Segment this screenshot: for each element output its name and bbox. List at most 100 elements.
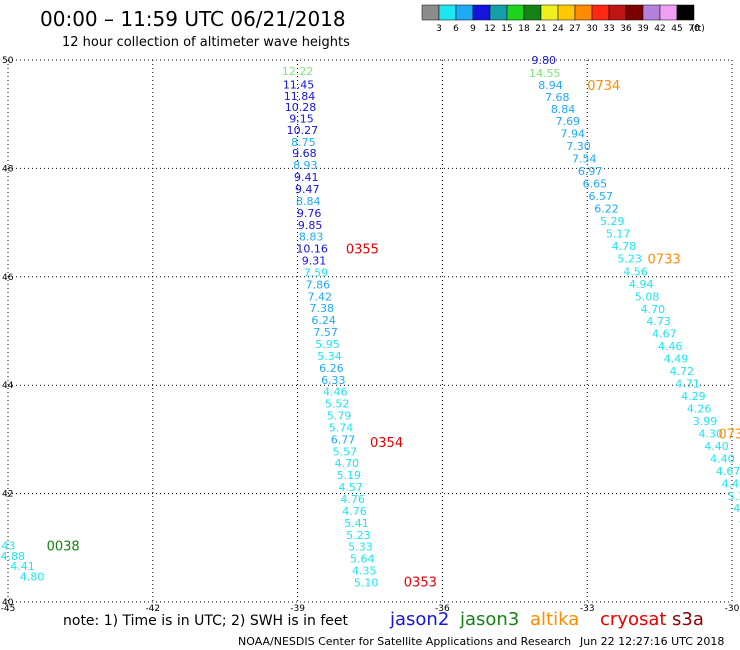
- wave-height-value: 5.23: [617, 252, 642, 265]
- x-tick-label: -42: [145, 604, 160, 614]
- wave-height-value: 4.56: [623, 265, 648, 278]
- wave-height-value: 5.41: [344, 517, 369, 530]
- colorbar-label: 6: [453, 24, 459, 34]
- wave-height-value: 8.83: [299, 231, 324, 244]
- colorbar-swatch: [659, 4, 678, 21]
- y-tick-label: 48: [2, 164, 14, 174]
- wave-height-value: 4.70: [641, 303, 666, 316]
- chart-title: 00:00 – 11:59 UTC 06/21/2018: [40, 7, 346, 31]
- colorbar: 3 6 9 12 15 18 21 24 27 30 33 36 39 42 45 70(ft): [421, 4, 705, 34]
- wave-height-value: 5.08: [635, 290, 660, 303]
- colorbar-swatch: [676, 4, 695, 21]
- colorbar-swatch: [489, 4, 508, 21]
- colorbar-label: 33: [603, 24, 614, 34]
- wave-height-value: 5.23: [346, 529, 371, 542]
- wave-height-value: 6.33: [321, 374, 346, 387]
- colorbar-swatch: [438, 4, 457, 21]
- legend-s3a: s3a: [672, 609, 704, 630]
- colorbar-label: 9: [470, 24, 476, 34]
- wave-height-value: 7.68: [545, 91, 570, 104]
- wave-height-value: 9.31: [302, 255, 327, 268]
- colorbar-label: 27: [569, 24, 580, 34]
- wave-height-value: 14.55: [529, 67, 561, 80]
- wave-height-value: 4.46: [722, 477, 740, 490]
- legend-cryosat: cryosat: [600, 609, 666, 630]
- wave-height-value: 4.26: [687, 403, 712, 416]
- plot-area: -45 -42 -39 -36 -33 -30 40 42 44 46 48 50 12.2211.45…: [0, 54, 740, 614]
- colorbar-swatch: [506, 4, 525, 21]
- colorbar-swatch: [574, 4, 593, 21]
- track-time-label: 0734: [587, 79, 620, 94]
- wave-height-value: 4.76: [342, 505, 367, 518]
- x-tick-label: -39: [290, 604, 305, 614]
- wave-height-value: 11.45: [283, 78, 315, 91]
- colorbar-swatch: [421, 4, 440, 21]
- wave-height-value: 4.40: [710, 452, 735, 465]
- wave-height-value: 9.76: [297, 207, 322, 220]
- wave-height-value: 4.88: [1, 550, 26, 563]
- wave-height-value: 4.49: [664, 353, 689, 366]
- wave-height-value: 9.41: [294, 171, 319, 184]
- wave-height-value: 6.57: [588, 190, 613, 203]
- colorbar-swatch: [472, 4, 491, 21]
- wave-height-value: 6.24: [311, 314, 336, 327]
- colorbar-label: 36: [620, 24, 632, 34]
- legend-altika: altika: [530, 609, 579, 630]
- wave-height-value: 5.10: [354, 576, 379, 589]
- wave-height-value: 4.41: [10, 560, 35, 573]
- wave-height-value: 8.94: [538, 79, 563, 92]
- legend: note: 1) Time is in UTC; 2) SWH is in fe…: [63, 609, 704, 630]
- track-time-label: 0354: [370, 436, 403, 451]
- wave-height-value: 5.74: [329, 421, 354, 434]
- wave-height-value: 6.22: [594, 203, 619, 216]
- colorbar-swatch: [642, 4, 661, 21]
- wave-height-value: 5.52: [325, 398, 350, 411]
- wave-height-value: 7.42: [308, 290, 333, 303]
- wave-height-value: 4.87: [733, 502, 740, 515]
- legend-note: note: 1) Time is in UTC; 2) SWH is in fe…: [63, 613, 349, 629]
- track-time-label: 0732: [718, 427, 740, 442]
- colorbar-label: 3: [436, 24, 442, 34]
- wave-height-value: 4.30: [699, 427, 724, 440]
- wave-height-value: 5.34: [317, 350, 342, 363]
- wave-height-value: 8.84: [551, 103, 576, 116]
- footer-credit: NOAA/NESDIS Center for Satellite Applica…: [238, 635, 571, 648]
- wave-height-value: 5.79: [327, 410, 352, 423]
- wave-height-value: 10.16: [296, 243, 328, 256]
- x-tick-label: -36: [435, 604, 450, 614]
- wave-height-value: 7.57: [313, 326, 338, 339]
- wave-height-value: 5.33: [348, 541, 373, 554]
- colorbar-swatch: [540, 4, 559, 21]
- colorbar-label: 24: [552, 24, 564, 34]
- colorbar-swatch: [455, 4, 474, 21]
- colorbar-swatch: [591, 4, 610, 21]
- wave-height-value: 8.84: [296, 195, 321, 208]
- wave-height-value: 4.76: [340, 493, 365, 506]
- colorbar-label: 70: [688, 24, 700, 34]
- colorbar-label: 21: [535, 24, 546, 34]
- y-tick-label: 40: [2, 598, 14, 608]
- wave-height-value: 5.19: [337, 469, 362, 482]
- colorbar-label: 45: [671, 24, 682, 34]
- wave-height-value: 5.17: [606, 227, 631, 240]
- wave-height-value: 4.46: [323, 386, 348, 399]
- wave-height-value: 7.94: [560, 128, 585, 141]
- wave-height-value: 10.28: [285, 101, 317, 114]
- track-time-label: 0355: [346, 243, 379, 258]
- colorbar-label: 39: [637, 24, 649, 34]
- colorbar-swatch: [625, 4, 644, 21]
- wave-height-value: 9.47: [295, 183, 320, 196]
- wave-height-value: 5.64: [350, 553, 375, 566]
- chart-subtitle: 12 hour collection of altimeter wave hei…: [62, 35, 350, 50]
- colorbar-label: 18: [518, 24, 530, 34]
- wave-height-value: 9.80: [532, 54, 557, 67]
- wave-height-value: 4.67: [716, 465, 740, 478]
- wave-height-value: 7.86: [306, 278, 331, 291]
- wave-height-value: 4.67: [652, 328, 677, 341]
- wave-height-value: 6.97: [578, 165, 603, 178]
- track-time-label: 0353: [404, 575, 437, 590]
- y-tick-label: 42: [2, 490, 13, 500]
- wave-height-value: 4.46: [658, 340, 683, 353]
